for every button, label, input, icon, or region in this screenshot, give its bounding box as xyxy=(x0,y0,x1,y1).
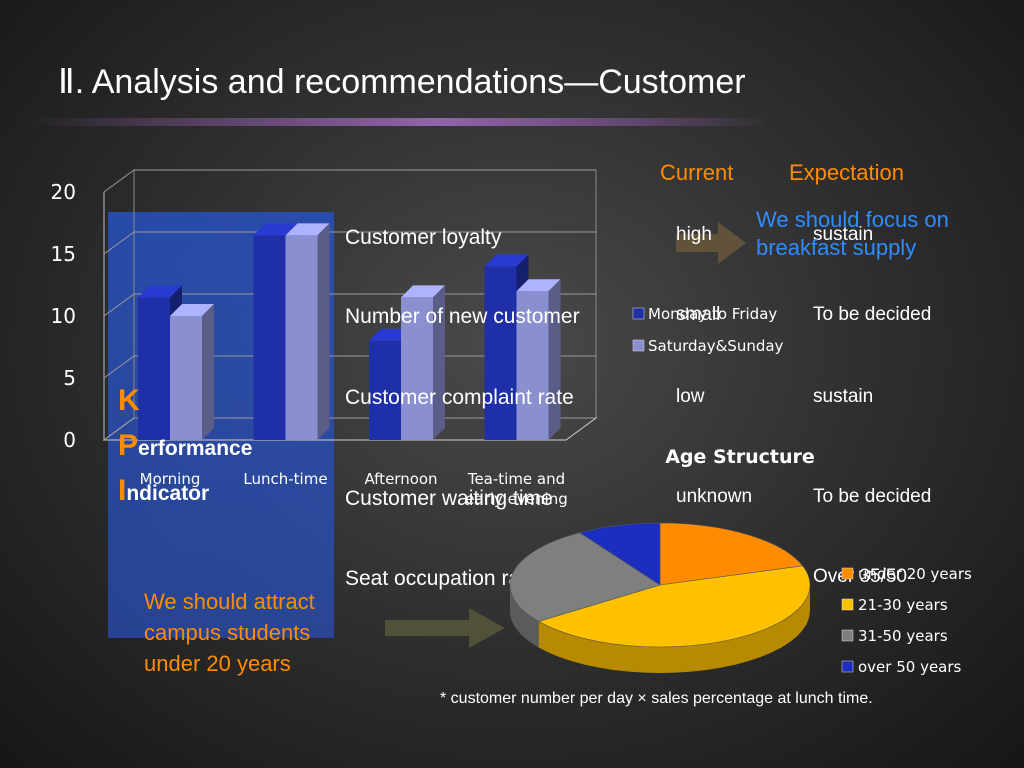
row-label-waiting: Customer waiting time xyxy=(345,487,553,510)
legend-swatch xyxy=(632,307,645,320)
bar xyxy=(401,297,433,440)
pie-legend-label: 21-30 years xyxy=(858,596,948,614)
row-label-seat: Seat occupation rate* xyxy=(345,567,546,590)
title-underline xyxy=(30,118,770,126)
legend-swatch xyxy=(632,339,645,352)
note-breakfast: We should focus on breakfast supply xyxy=(756,207,949,260)
cell-expect-complaint: sustain xyxy=(813,386,874,407)
header-expectation: Expectation xyxy=(789,160,904,185)
gridline-diagonal xyxy=(103,169,135,193)
pie-legend-label: under 20 years xyxy=(858,565,972,583)
bar-top xyxy=(253,223,298,236)
row-label-complaint: Customer complaint rate xyxy=(345,386,574,409)
y-tick-label: 15 xyxy=(51,242,76,266)
x-tick-label: early evening xyxy=(465,490,567,508)
cell-current-waiting: unknown xyxy=(676,486,753,507)
cell-expect-loyalty: sustain xyxy=(813,224,874,245)
bar-top xyxy=(401,285,445,298)
pie-legend-swatch xyxy=(841,660,854,673)
y-tick-label: 10 xyxy=(51,304,76,328)
kpi-line-k: K xyxy=(118,384,140,417)
x-tick-label: Lunch-time xyxy=(243,470,327,488)
bar-top xyxy=(484,254,529,267)
gridline-diagonal xyxy=(103,293,135,317)
arrow-right-icon xyxy=(385,608,505,648)
gridline-diagonal xyxy=(103,231,135,255)
pie-slice xyxy=(578,522,661,586)
cell-current-loyalty: high xyxy=(676,224,712,245)
cell-expect-new-customer: To be decided xyxy=(813,304,932,325)
bar xyxy=(285,235,318,440)
bar xyxy=(484,266,517,440)
pie-slice xyxy=(509,532,661,622)
legend-label: Saturday&Sunday xyxy=(648,337,784,355)
pie-slice-side xyxy=(510,585,539,648)
gridline-diagonal xyxy=(103,417,135,441)
header-current: Current xyxy=(660,160,734,185)
note-campus-students: We should attract campus students under … xyxy=(144,589,315,676)
cell-current-complaint: low xyxy=(676,386,705,407)
x-tick-label: Afternoon xyxy=(364,470,437,488)
cell-expect-waiting: To be decided xyxy=(813,486,932,507)
bar-top xyxy=(516,279,561,292)
pie-chart-title: Age Structure xyxy=(665,446,815,468)
bar-side xyxy=(433,285,445,440)
kpi-line-i: Indicator xyxy=(118,474,210,507)
slide-title: Ⅱ. Analysis and recommendations—Customer xyxy=(58,63,746,101)
pie-legend-swatch xyxy=(841,598,854,611)
pie-slice-side xyxy=(538,585,810,673)
bar-side xyxy=(317,223,330,440)
pie-slice xyxy=(537,565,811,648)
bar xyxy=(138,297,170,440)
bar-top xyxy=(138,285,182,298)
bar xyxy=(369,340,401,440)
x-tick-label: Morning xyxy=(140,470,201,488)
pie-legend-swatch xyxy=(841,629,854,642)
cell-expect-seat: Over 35/50 xyxy=(813,566,907,587)
legend-label: Monday to Friday xyxy=(648,305,777,323)
kpi-line-p: Performance xyxy=(118,429,253,462)
bar-top xyxy=(285,223,330,236)
pie-slice xyxy=(659,522,804,586)
gridline-diagonal xyxy=(103,355,135,379)
bar xyxy=(170,316,202,440)
row-label-loyalty: Customer loyalty xyxy=(345,226,502,249)
arrow-right-icon xyxy=(676,222,746,264)
bar-side xyxy=(202,304,214,440)
y-tick-label: 5 xyxy=(63,366,76,390)
footnote: * customer number per day × sales percen… xyxy=(440,690,873,707)
bar xyxy=(516,291,549,440)
bar-top xyxy=(170,304,214,316)
pie-legend-swatch xyxy=(841,567,854,580)
bar xyxy=(253,235,286,440)
y-tick-label: 20 xyxy=(51,180,76,204)
pie-legend-label: over 50 years xyxy=(858,658,962,676)
pie-legend-label: 31-50 years xyxy=(858,627,948,645)
kpi-acronym: K Performance Indicator xyxy=(118,380,252,515)
x-tick-label: Tea-time and xyxy=(467,470,565,488)
y-tick-label: 0 xyxy=(63,428,76,452)
row-label-new-customer: Number of new customer xyxy=(345,305,580,328)
cell-current-new-customer: small xyxy=(676,304,721,325)
bar-side xyxy=(548,279,561,440)
